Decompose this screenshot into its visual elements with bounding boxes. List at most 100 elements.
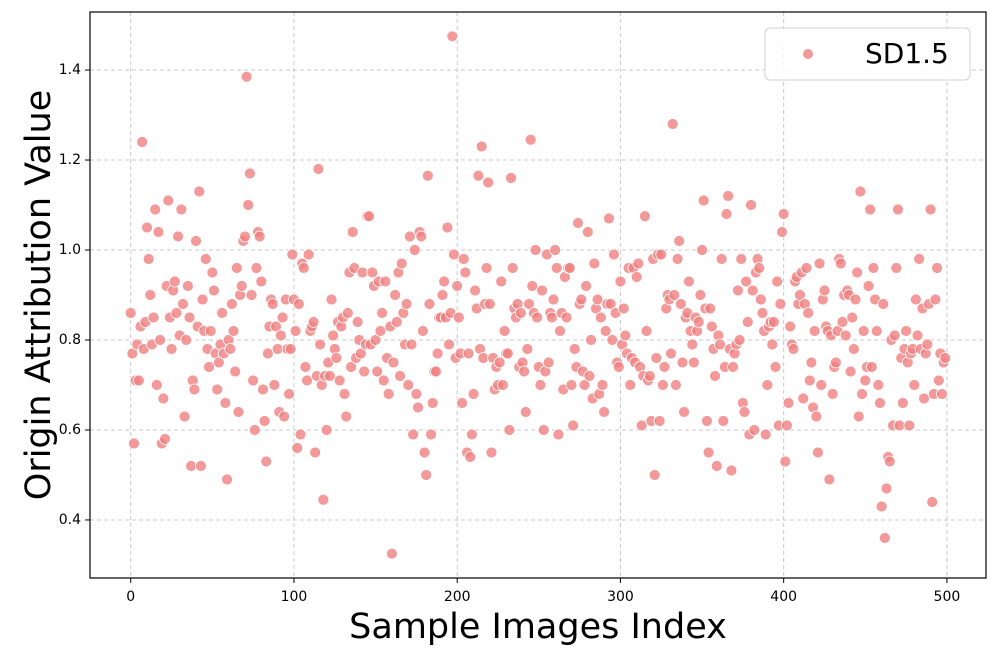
point (253, 230, 266, 243)
point (777, 208, 790, 220)
point (608, 248, 620, 261)
point (630, 271, 643, 283)
point (157, 392, 170, 405)
point (686, 338, 699, 351)
point (674, 298, 687, 310)
point (678, 406, 690, 418)
point (423, 298, 436, 310)
point (183, 311, 196, 324)
point (759, 428, 772, 441)
point (216, 307, 229, 319)
point (875, 500, 888, 513)
point (203, 361, 215, 373)
point (389, 289, 402, 301)
point (717, 415, 730, 427)
point (443, 338, 455, 351)
point (224, 343, 237, 355)
point (181, 280, 194, 292)
point (839, 329, 852, 342)
point (270, 320, 282, 333)
point (257, 383, 269, 396)
point (219, 397, 232, 409)
point (132, 374, 145, 387)
point (774, 298, 787, 310)
point (505, 172, 517, 184)
point (878, 532, 891, 544)
point (867, 262, 880, 274)
point (226, 298, 238, 310)
point (870, 325, 883, 337)
point (376, 307, 389, 319)
point (815, 379, 828, 391)
point (483, 298, 496, 310)
point (195, 460, 207, 472)
point (888, 329, 901, 342)
point (142, 253, 155, 265)
point (243, 167, 256, 180)
point (748, 424, 761, 436)
point (830, 356, 842, 369)
point (547, 293, 560, 306)
point (612, 361, 625, 373)
plot-frame (89, 11, 987, 579)
point (767, 316, 780, 328)
point (333, 374, 346, 387)
point (536, 284, 548, 297)
point (926, 496, 939, 508)
point (741, 316, 754, 328)
y-tick-label: 1.4 (59, 62, 81, 78)
point (221, 473, 233, 486)
point (702, 446, 715, 459)
point (784, 320, 797, 333)
point (549, 244, 562, 256)
point (812, 446, 824, 459)
point (394, 370, 406, 382)
point (147, 311, 160, 324)
x-tick-label: 0 (126, 589, 135, 605)
point (746, 284, 759, 297)
point (154, 334, 167, 346)
point (670, 379, 682, 391)
point (781, 419, 793, 432)
point (852, 410, 865, 423)
point (170, 307, 183, 319)
point (185, 460, 198, 472)
point (386, 547, 398, 560)
point (687, 356, 700, 369)
point (403, 230, 416, 243)
point (581, 226, 594, 238)
point (289, 325, 302, 337)
point (426, 397, 439, 409)
point (874, 397, 886, 409)
point (464, 451, 477, 463)
point (465, 428, 478, 441)
y-tick-label: 1.0 (59, 242, 81, 258)
point (172, 230, 184, 243)
point (668, 289, 681, 301)
point (909, 293, 922, 306)
point (694, 289, 707, 301)
point (859, 374, 872, 387)
point (779, 455, 792, 468)
point (599, 325, 612, 337)
x-tick-label: 400 (770, 589, 797, 605)
point (727, 361, 739, 373)
point (710, 460, 723, 472)
point (190, 235, 202, 247)
point (141, 221, 153, 234)
y-tick-label: 0.4 (59, 512, 81, 528)
point (803, 374, 816, 387)
point (929, 293, 942, 306)
point (808, 325, 821, 337)
point (261, 347, 274, 360)
point (701, 415, 713, 427)
point (278, 410, 291, 423)
point (410, 388, 423, 400)
point (436, 289, 449, 301)
point (477, 352, 490, 364)
point (658, 361, 671, 373)
point (415, 230, 428, 243)
point (857, 325, 870, 337)
y-tick-label: 0.6 (59, 422, 81, 438)
point (834, 257, 847, 270)
